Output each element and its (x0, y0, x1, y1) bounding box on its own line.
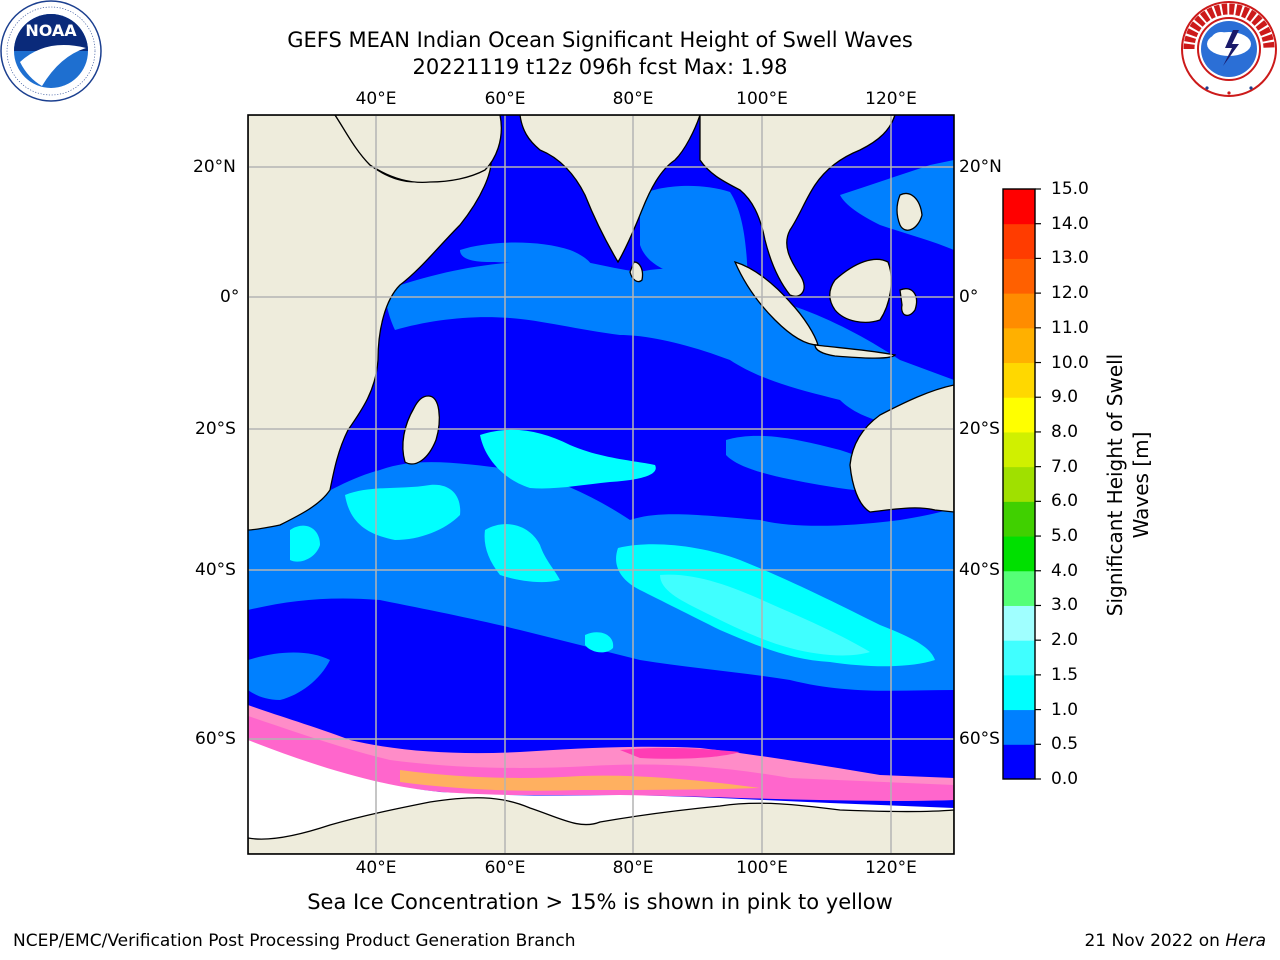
colorbar-swatch (1003, 293, 1035, 329)
colorbar-tick-label: 7.0 (1051, 456, 1079, 477)
sea-ice-band (248, 705, 954, 801)
lat-label-right-20n: 20°N (959, 157, 1002, 177)
colorbar-swatch (1003, 362, 1035, 398)
colorbar-label: Significant Height of Swell Waves [m] (1102, 354, 1154, 616)
lon-label-bottom-60e: 60°E (484, 858, 526, 878)
colorbar-swatch (1003, 674, 1035, 711)
lon-label-bottom-120e: 120°E (865, 858, 917, 878)
colorbar-swatch (1003, 709, 1035, 745)
colorbar-tick-label: 13.0 (1051, 248, 1089, 269)
lat-label-right-60s: 60°S (959, 729, 1000, 749)
colorbar-swatches (1003, 189, 1035, 780)
colorbar-label-line1: Significant Height of Swell (1103, 353, 1127, 617)
swell-band-1.0 (290, 429, 935, 667)
lon-label-top-80e: 80°E (612, 89, 654, 109)
lon-label-top-120e: 120°E (865, 89, 917, 109)
credit-date: 21 Nov 2022 on (1084, 931, 1226, 951)
colorbar-swatch (1003, 223, 1035, 259)
colorbar-tick-label: 10.0 (1051, 352, 1089, 373)
lat-label-right-20s: 20°S (959, 419, 1000, 439)
colorbar-tickmarks (1035, 188, 1041, 780)
lat-label-right-0: 0° (959, 287, 979, 307)
land-borneo (829, 258, 892, 323)
colorbar-swatch (1003, 570, 1035, 606)
lat-label-left-20s: 20°S (195, 419, 236, 439)
colorbar-swatch (1003, 431, 1035, 468)
colorbar-tick-label: 3.0 (1051, 595, 1079, 616)
colorbar-tick-label: 15.0 (1051, 179, 1089, 199)
colorbar-label-line2: Waves [m] (1129, 431, 1153, 539)
colorbar-tick-label: 6.0 (1051, 491, 1079, 512)
land-se-asia (699, 115, 896, 297)
land-antarctica (248, 797, 954, 854)
land-india (519, 115, 701, 264)
lon-label-top-40e: 40°E (355, 89, 397, 109)
colorbar-swatch (1003, 605, 1035, 641)
chart-subtitle: 20221119 t12z 096h fcst Max: 1.98 (412, 55, 788, 79)
credit-right: 21 Nov 2022 on Hera (1084, 931, 1266, 951)
noaa-logo-text: NOAA (25, 21, 77, 40)
colorbar-swatch (1003, 397, 1035, 433)
land-java (814, 344, 897, 359)
colorbar-tick-label: 1.0 (1051, 699, 1079, 720)
colorbar-tick-label: 0.0 (1051, 769, 1079, 789)
sea-ice-note: Sea Ice Concentration > 15% is shown in … (307, 890, 893, 914)
chart-title: GEFS MEAN Indian Ocean Significant Heigh… (287, 28, 913, 52)
noaa-logo: NOAA (0, 0, 102, 102)
colorbar-border (1002, 188, 1036, 780)
lon-label-top-60e: 60°E (484, 89, 526, 109)
lon-label-bottom-80e: 80°E (612, 858, 654, 878)
lat-label-left-0: 0° (220, 287, 240, 307)
colorbar-swatch (1003, 536, 1035, 572)
colorbar-swatch (1003, 640, 1035, 676)
colorbar-swatch (1003, 258, 1035, 294)
colorbar-swatch (1003, 466, 1035, 502)
lat-label-left-20n: 20°N (193, 157, 236, 177)
lon-label-top-100e: 100°E (736, 89, 788, 109)
colorbar-swatch (1003, 327, 1035, 364)
colorbar-tick-label: 0.5 (1051, 734, 1079, 755)
colorbar-tick-label: 11.0 (1051, 317, 1089, 338)
nws-logo (1181, 1, 1277, 97)
lat-label-right-40s: 40°S (959, 560, 1000, 580)
lat-label-left-40s: 40°S (195, 560, 236, 580)
land-australia (849, 384, 954, 513)
lat-label-left-60s: 60°S (195, 729, 236, 749)
land-madagascar (402, 395, 440, 465)
map-gridlines (248, 115, 954, 854)
colorbar-swatch (1003, 501, 1035, 537)
land-philippines (896, 192, 923, 231)
credit-machine: Hera (1225, 931, 1266, 951)
colorbar-swatch (1003, 189, 1035, 225)
colorbar-tick-label: 14.0 (1051, 213, 1089, 234)
colorbar-tick-label: 12.0 (1051, 283, 1089, 304)
swell-band-1.5 (660, 574, 870, 656)
credit-left: NCEP/EMC/Verification Post Processing Pr… (13, 931, 576, 951)
lon-label-bottom-40e: 40°E (355, 858, 397, 878)
land-sulawesi (899, 288, 918, 317)
map-border (247, 114, 955, 855)
colorbar-tick-label: 8.0 (1051, 421, 1079, 442)
colorbar-tick-label: 4.0 (1051, 560, 1079, 581)
colorbar-tick-label: 1.5 (1051, 664, 1079, 685)
colorbar-tick-label: 9.0 (1051, 387, 1079, 408)
colorbar-tick-label: 2.0 (1051, 630, 1079, 651)
colorbar-tick-label: 5.0 (1051, 526, 1079, 547)
lon-label-bottom-100e: 100°E (736, 858, 788, 878)
colorbar-swatch (1003, 744, 1035, 780)
